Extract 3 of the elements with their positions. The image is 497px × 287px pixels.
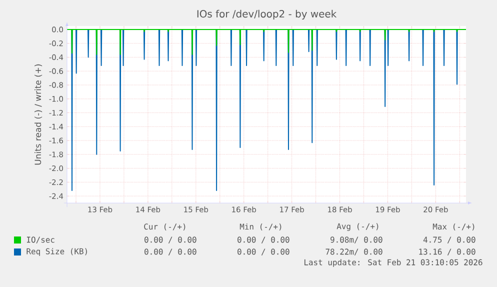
line-series bbox=[67, 28, 466, 55]
y-axis-title: Units read (-) / write (+) bbox=[34, 64, 42, 165]
chart-title: IOs for /dev/loop2 - by week bbox=[197, 10, 337, 20]
